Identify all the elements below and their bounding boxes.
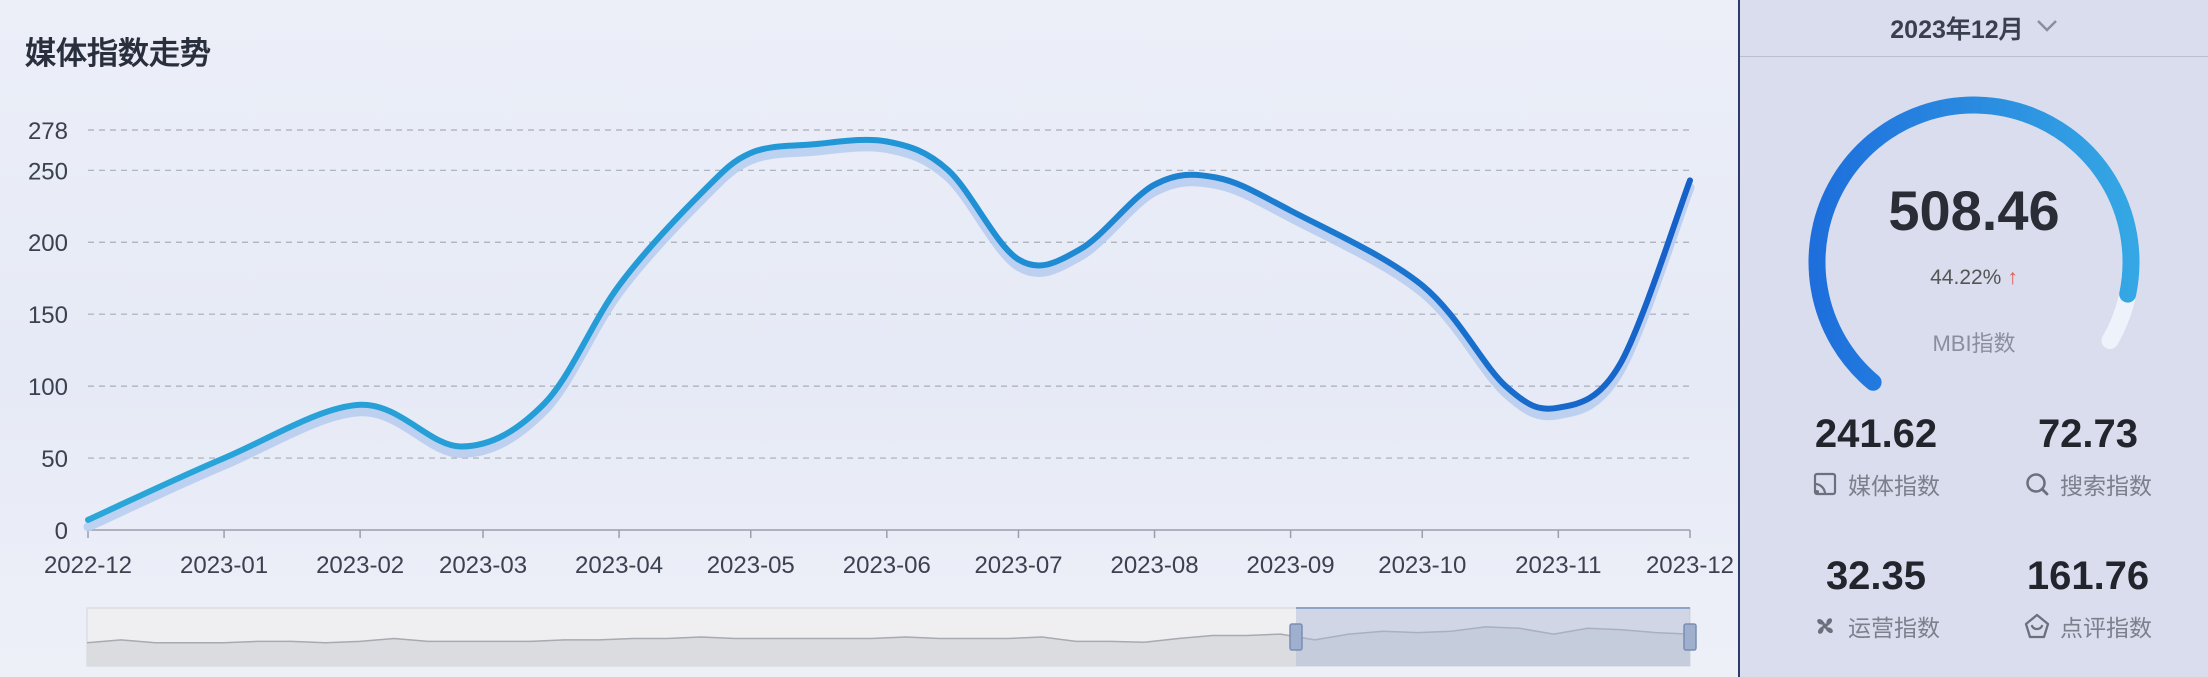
series-shadow	[83, 142, 1695, 532]
gauge-change-value: 44.22%	[1930, 266, 2002, 289]
y-tick-label: 50	[41, 446, 68, 473]
x-tick-label: 2023-06	[843, 552, 931, 579]
x-tick-label: 2023-10	[1378, 552, 1466, 579]
search-icon	[2026, 473, 2049, 496]
chevron-down-icon	[2036, 19, 2058, 38]
x-tick-label: 2023-05	[707, 552, 795, 579]
metric-value: 72.73	[2037, 412, 2139, 456]
metric-operation-index: 32.35 运营指数	[1766, 554, 1986, 643]
chart-title: 媒体指数走势	[25, 36, 211, 71]
overview-selection	[1296, 608, 1690, 666]
y-tick-label: 250	[28, 158, 68, 185]
gauge-change: 44.22% ↑	[1740, 266, 2208, 290]
x-tick-label: 2023-08	[1110, 552, 1198, 579]
y-tick-label: 200	[28, 230, 68, 257]
gauge-fill	[1808, 96, 2140, 391]
x-tick-label: 2023-04	[575, 552, 663, 579]
cast-icon	[1813, 472, 1837, 496]
x-tick-label: 2022-12	[44, 552, 132, 579]
x-tick-label: 2023-07	[974, 552, 1062, 579]
overview-handle-left[interactable]	[1289, 623, 1303, 651]
metric-value: 32.35	[1825, 554, 1927, 598]
x-tick-label: 2023-03	[439, 552, 527, 579]
x-tick-label: 2023-01	[180, 552, 268, 579]
y-tick-label: 278	[28, 118, 68, 145]
metric-search-index: 72.73 搜索指数	[1978, 412, 2198, 501]
review-icon	[2024, 613, 2050, 639]
metric-value: 161.76	[2026, 554, 2150, 598]
chart-panel: 媒体指数走势 0 50 100 150 200 250 278 2022-12 2023-01 2…	[25, 36, 1734, 667]
metric-label: 点评指数	[2060, 615, 2152, 641]
mbi-gauge	[1808, 96, 2140, 391]
overview-line	[86, 626, 1691, 644]
media-index-chart: 0 50 100 150 200 250 278 2022-12 2023-01 2023-02 2…	[28, 118, 1734, 667]
metric-value: 241.62	[1814, 412, 1938, 456]
overview-handle-right[interactable]	[1683, 623, 1697, 651]
x-tick-label: 2023-12	[1646, 552, 1734, 579]
fan-icon	[1817, 618, 1833, 634]
y-tick-label: 100	[28, 374, 68, 401]
arrow-up-icon: ↑	[2007, 266, 2018, 289]
month-selector-label: 2023年12月	[1890, 16, 2024, 44]
y-tick-label: 0	[55, 518, 68, 545]
x-tick-label: 2023-02	[316, 552, 404, 579]
x-tick-label: 2023-09	[1247, 552, 1335, 579]
gauge-value: 508.46	[1888, 179, 2060, 242]
metric-label: 媒体指数	[1848, 473, 1940, 499]
metric-label: 搜索指数	[2060, 473, 2152, 499]
month-selector[interactable]: 2023年12月	[1740, 0, 2208, 57]
y-tick-label: 150	[28, 302, 68, 329]
series-line	[85, 136, 1693, 523]
gauge-label: MBI指数	[1932, 331, 2016, 356]
metric-media-index: 241.62 媒体指数	[1766, 412, 1986, 501]
metric-review-index: 161.76 点评指数	[1978, 554, 2198, 643]
summary-panel: 2023年12月 508.46 44.22% ↑ MBI指数 241.62 媒体指…	[1738, 0, 2208, 677]
metric-label: 运营指数	[1848, 615, 1940, 641]
x-tick-label: 2023-11	[1515, 552, 1601, 579]
